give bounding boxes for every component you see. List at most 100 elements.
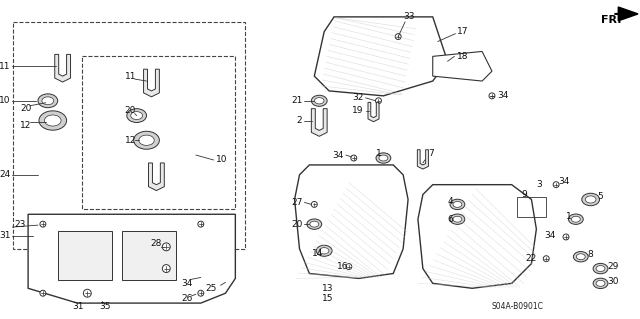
Bar: [13, 22, 245, 249]
Text: 7: 7: [428, 149, 433, 158]
Ellipse shape: [127, 109, 147, 122]
Polygon shape: [311, 109, 327, 136]
Text: 9: 9: [522, 190, 527, 199]
Ellipse shape: [310, 221, 319, 227]
Text: 16: 16: [337, 262, 349, 271]
Polygon shape: [28, 214, 236, 303]
Text: 10: 10: [0, 96, 10, 105]
Text: 34: 34: [333, 151, 344, 160]
Polygon shape: [55, 55, 70, 82]
Ellipse shape: [573, 252, 588, 262]
Ellipse shape: [42, 97, 54, 105]
Text: 8: 8: [588, 250, 593, 259]
Text: 4: 4: [447, 197, 453, 206]
Bar: [58, 231, 112, 280]
Ellipse shape: [453, 201, 462, 207]
Text: 22: 22: [525, 254, 536, 263]
Ellipse shape: [450, 214, 465, 224]
Text: 34: 34: [545, 232, 556, 241]
Circle shape: [351, 155, 356, 161]
Text: 12: 12: [20, 121, 31, 130]
Text: 1: 1: [566, 212, 572, 221]
Polygon shape: [618, 7, 638, 21]
Ellipse shape: [311, 95, 327, 106]
Ellipse shape: [134, 131, 159, 149]
Text: 30: 30: [607, 277, 619, 286]
Text: 21: 21: [291, 96, 303, 105]
Text: 28: 28: [150, 239, 161, 249]
Text: 17: 17: [458, 27, 469, 36]
Circle shape: [311, 201, 317, 207]
Bar: [83, 56, 236, 209]
Ellipse shape: [379, 155, 388, 161]
Text: 27: 27: [291, 198, 303, 207]
Text: 2: 2: [297, 116, 303, 125]
Text: 18: 18: [458, 52, 469, 61]
Polygon shape: [433, 51, 492, 81]
Text: 6: 6: [447, 215, 453, 224]
Circle shape: [543, 256, 549, 262]
Text: 11: 11: [125, 71, 136, 81]
Ellipse shape: [39, 111, 67, 130]
Polygon shape: [368, 102, 379, 122]
Text: 33: 33: [403, 12, 415, 21]
Text: 29: 29: [607, 262, 619, 271]
Bar: [516, 197, 547, 217]
Text: 1: 1: [376, 149, 381, 158]
Circle shape: [40, 290, 46, 296]
Text: FR.: FR.: [600, 15, 621, 25]
Text: 11: 11: [0, 62, 10, 71]
Polygon shape: [314, 17, 447, 96]
Ellipse shape: [307, 219, 322, 229]
Ellipse shape: [38, 94, 58, 108]
Text: 12: 12: [125, 136, 136, 145]
Circle shape: [40, 221, 46, 227]
Ellipse shape: [319, 248, 329, 254]
Circle shape: [83, 289, 92, 297]
Polygon shape: [148, 163, 164, 190]
Ellipse shape: [572, 216, 580, 222]
Text: 31: 31: [72, 301, 84, 311]
Circle shape: [563, 234, 569, 240]
Text: 13: 13: [322, 284, 333, 293]
Polygon shape: [294, 165, 408, 278]
Ellipse shape: [45, 115, 61, 126]
Text: 32: 32: [352, 93, 364, 102]
Circle shape: [163, 264, 170, 272]
Text: 23: 23: [15, 220, 26, 229]
Circle shape: [198, 290, 204, 296]
Polygon shape: [143, 69, 159, 97]
Ellipse shape: [316, 245, 332, 256]
Ellipse shape: [593, 278, 608, 289]
Ellipse shape: [577, 254, 585, 260]
Circle shape: [396, 34, 401, 40]
Circle shape: [346, 263, 352, 270]
Text: 26: 26: [181, 294, 193, 303]
Ellipse shape: [376, 153, 391, 163]
Text: 35: 35: [99, 301, 111, 311]
Text: 31: 31: [0, 232, 10, 241]
Text: 34: 34: [497, 91, 508, 100]
Text: 14: 14: [312, 249, 324, 258]
Text: 20: 20: [291, 220, 303, 229]
Ellipse shape: [568, 214, 583, 224]
Ellipse shape: [596, 266, 605, 271]
Circle shape: [489, 93, 495, 99]
Text: 20: 20: [125, 106, 136, 115]
Text: 34: 34: [558, 177, 570, 186]
Text: 15: 15: [322, 294, 333, 303]
Circle shape: [163, 243, 170, 251]
Text: 5: 5: [598, 192, 604, 201]
Circle shape: [376, 98, 381, 104]
Ellipse shape: [582, 193, 600, 206]
Ellipse shape: [131, 112, 143, 120]
Text: 24: 24: [0, 170, 10, 179]
Ellipse shape: [586, 196, 596, 203]
Text: 10: 10: [216, 155, 227, 165]
Polygon shape: [418, 185, 536, 288]
Circle shape: [553, 182, 559, 188]
Ellipse shape: [139, 135, 154, 145]
Text: 25: 25: [205, 284, 217, 293]
Text: S04A-B0901C: S04A-B0901C: [492, 301, 544, 311]
Ellipse shape: [450, 199, 465, 210]
